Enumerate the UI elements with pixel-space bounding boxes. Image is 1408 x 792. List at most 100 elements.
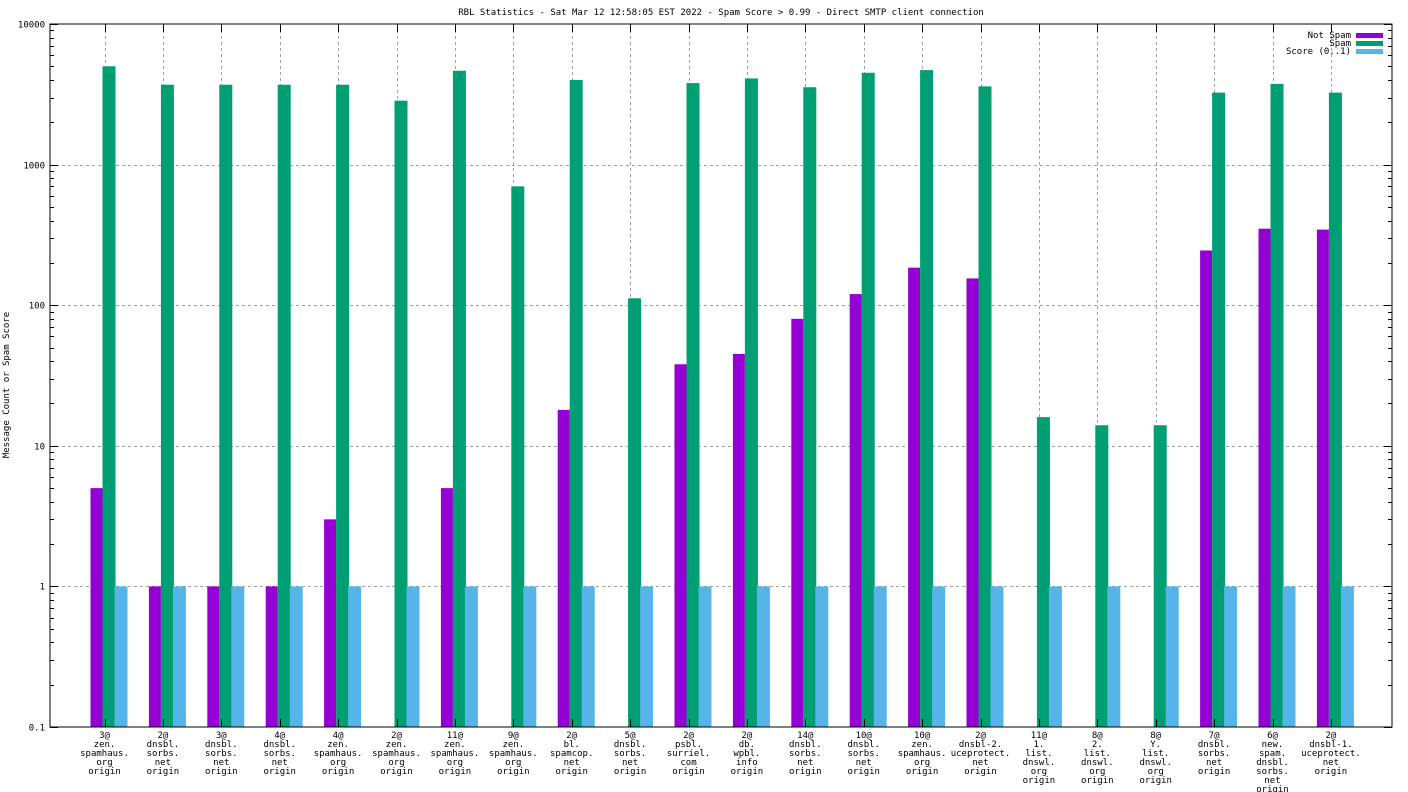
x-tick-label-line: dnsbl.	[1198, 740, 1231, 750]
x-tick-label-line: origin	[1198, 767, 1231, 777]
x-tick-label-line: sorbs.	[614, 749, 647, 759]
bar-spam	[686, 83, 700, 728]
bar-spam	[628, 298, 642, 727]
x-tick-label-line: surriel.	[667, 749, 710, 759]
y-tick-label: 0.1	[29, 724, 45, 734]
plot-frame	[49, 23, 1393, 728]
bar-spam	[569, 79, 583, 727]
y-tick-label: 1	[40, 583, 45, 593]
x-tick-label-line: net	[1323, 758, 1339, 768]
x-tick-label: 11@ 1. list. dnswl. org origin	[1023, 731, 1056, 786]
x-tick-label: 2@ psbl. surriel. com origin	[667, 731, 710, 777]
bar-score-0-1	[289, 586, 303, 727]
x-tick-label-line: zen.	[444, 740, 466, 750]
x-tick-label: 2@ dnsbl-2. uceprotect. net origin	[951, 731, 1011, 777]
x-tick-label: 10@ dnsbl. sorbs. net origin	[847, 731, 880, 777]
x-tick-label-line: org	[388, 758, 404, 768]
x-tick-label-line: org	[1148, 767, 1164, 777]
bar-score-0-1	[873, 586, 887, 727]
bar-score-0-1	[406, 586, 420, 727]
x-tick-label-line: 4@	[333, 731, 344, 741]
x-tick-label: 4@ zen. spamhaus. org origin	[314, 731, 363, 777]
x-tick-label-line: org	[447, 758, 463, 768]
x-tick-label-line: spamhaus.	[431, 749, 480, 759]
bar-not-spam	[90, 488, 103, 727]
x-tick-label-line: 1.	[1033, 740, 1044, 750]
bar-not-spam	[1316, 229, 1329, 727]
x-tick-label-line: zen.	[386, 740, 408, 750]
bar-score-0-1	[640, 586, 654, 727]
x-tick-label-line: list.	[1084, 749, 1111, 759]
x-tick-label: 4@ dnsbl. sorbs. net origin	[263, 731, 296, 777]
x-tick-label-line: new.	[1262, 740, 1284, 750]
x-tick-label-line: origin	[439, 767, 472, 777]
bar-spam	[160, 84, 174, 728]
bar-score-0-1	[698, 586, 712, 727]
x-tick-label-line: db.	[739, 740, 755, 750]
bar-not-spam	[557, 409, 570, 727]
x-tick-label-line: origin	[147, 767, 180, 777]
bar-not-spam	[732, 353, 745, 727]
x-tick-label-line: sorbs.	[205, 749, 238, 759]
x-tick-label-line: 6@	[1267, 731, 1278, 741]
bar-not-spam	[207, 586, 220, 727]
bar-not-spam	[324, 519, 337, 727]
bar-score-0-1	[464, 586, 478, 727]
bar-score-0-1	[990, 586, 1004, 727]
y-tick-label: 100	[29, 302, 45, 312]
x-tick-label-line: spamhaus.	[314, 749, 363, 759]
bar-spam	[277, 84, 291, 728]
y-axis-label: Message Count or Spam Score	[2, 312, 12, 458]
bar-score-0-1	[231, 586, 245, 727]
x-tick-label-line: spamcop.	[550, 749, 593, 759]
bar-score-0-1	[348, 586, 362, 727]
x-tick-label-line: origin	[964, 767, 997, 777]
x-tick-label-line: dnsbl-1.	[1309, 740, 1352, 750]
bar-spam	[1270, 83, 1284, 727]
x-tick-label-line: 7@	[1209, 731, 1220, 741]
x-tick-label-line: 2@	[157, 731, 168, 741]
bar-spam	[861, 72, 875, 728]
x-tick-label-line: origin	[205, 767, 238, 777]
bar-score-0-1	[815, 586, 829, 727]
x-tick-label-line: zen.	[502, 740, 524, 750]
x-tick-label-line: bl.	[564, 740, 580, 750]
x-tick-label-line: spamhaus.	[80, 749, 129, 759]
x-tick-label: 2@ bl. spamcop. net origin	[550, 731, 593, 777]
x-tick-label: 6@ new. spam. dnsbl. sorbs. net origin	[1256, 731, 1289, 792]
x-tick-label: 10@ zen. spamhaus. org origin	[898, 731, 947, 777]
bar-spam	[1212, 92, 1226, 727]
x-tick-label: 3@ dnsbl. sorbs. net origin	[205, 731, 238, 777]
x-tick-label-line: origin	[672, 767, 705, 777]
x-tick-label-line: zen.	[94, 740, 116, 750]
x-tick-label: 3@ zen. spamhaus. org origin	[80, 731, 129, 777]
bar-spam	[511, 186, 525, 727]
bar-spam	[452, 70, 466, 728]
legend-swatch	[1356, 33, 1383, 38]
x-tick-label-line: spam.	[1259, 749, 1286, 759]
x-tick-label-line: origin	[497, 767, 530, 777]
bar-spam	[219, 84, 233, 728]
x-tick-label-line: 14@	[797, 731, 814, 741]
x-tick-label-line: wpbl.	[733, 749, 760, 759]
x-tick-label-line: net	[155, 758, 171, 768]
x-tick-label-line: 5@	[625, 731, 636, 741]
x-tick-label-line: 3@	[216, 731, 227, 741]
x-tick-label-line: net	[622, 758, 638, 768]
x-tick-label-line: dnswl.	[1023, 758, 1056, 768]
bar-not-spam	[1258, 228, 1271, 727]
bar-not-spam	[674, 364, 687, 727]
x-tick-label-line: 2@	[683, 731, 694, 741]
x-tick-label-line: net	[1264, 776, 1280, 786]
x-tick-label-line: sorbs.	[1256, 767, 1289, 777]
bar-not-spam	[1200, 250, 1213, 727]
grid-layer	[50, 24, 1392, 727]
bar-spam	[1036, 417, 1050, 727]
bar-spam	[102, 66, 116, 727]
x-tick-label: 9@ zen. spamhaus. org origin	[489, 731, 538, 777]
x-tick-label-line: net	[856, 758, 872, 768]
x-tick-label-line: sorbs.	[1198, 749, 1231, 759]
x-tick-label-line: origin	[263, 767, 296, 777]
x-tick-label-line: origin	[1081, 776, 1114, 786]
